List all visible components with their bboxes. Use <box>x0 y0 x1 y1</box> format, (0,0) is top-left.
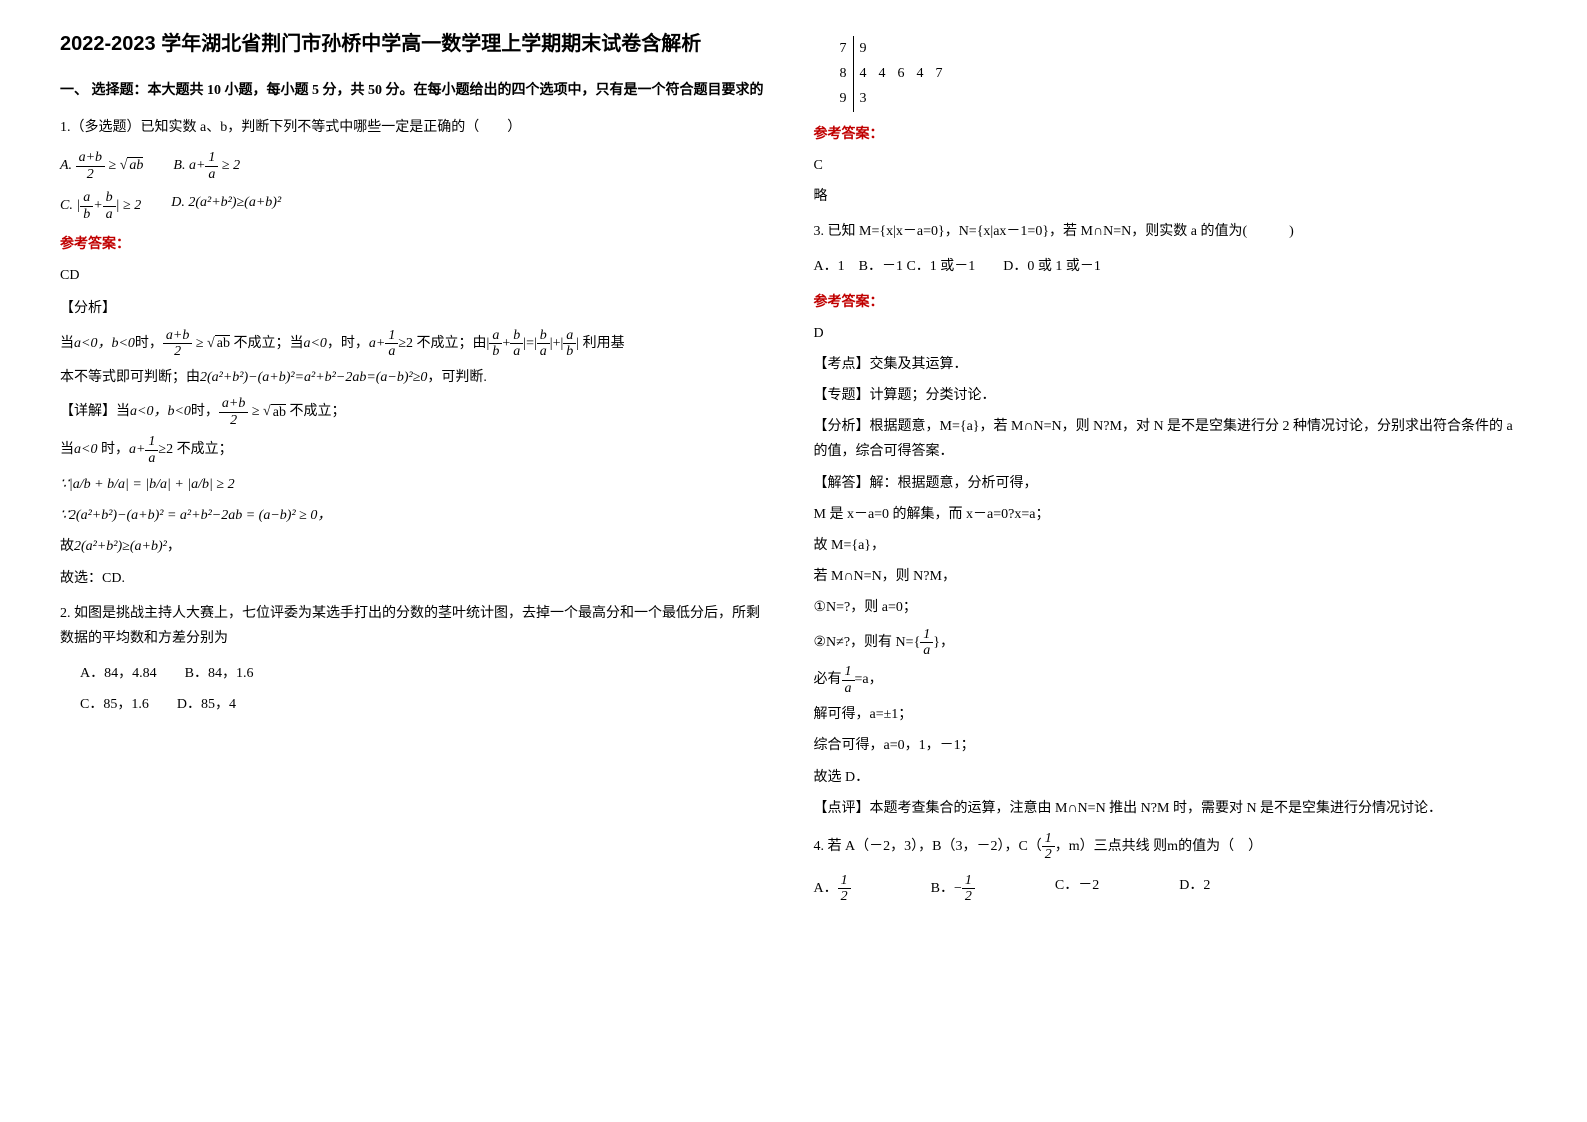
right-column: 79 844647 93 参考答案： C 略 3. 已知 M={x|x－a=0}… <box>794 30 1548 1092</box>
q1-optA: A. a+b2 ≥ √ab <box>60 150 143 182</box>
q3-l2: 【专题】计算题；分类讨论． <box>814 383 1528 408</box>
q1-optD: D. 2(a²+b²)≥(a+b)² <box>171 190 281 222</box>
q1-options-row1: A. a+b2 ≥ √ab B. a+1a ≥ 2 <box>60 150 774 182</box>
q4-stem: 4. 若 A（－2，3），B（3，－2），C（12，m）三点共线 则m的值为（ … <box>814 831 1528 863</box>
q3-answer-label: 参考答案： <box>814 290 1528 315</box>
section-header: 一、 选择题：本大题共 10 小题，每小题 5 分，共 50 分。在每小题给出的… <box>60 78 774 103</box>
q2-opts-row1: A．84，4.84 B．84，1.6 <box>80 661 774 686</box>
q1-options-row2: C. |ab+ba| ≥ 2 D. 2(a²+b²)≥(a+b)² <box>60 190 774 222</box>
q3-l7: 若 M∩N=N，则 N?M， <box>814 564 1528 589</box>
q3-answer: D <box>814 321 1528 346</box>
table-row: 79 <box>834 36 949 61</box>
q1-optC: C. |ab+ba| ≥ 2 <box>60 190 141 222</box>
q3-l10: 必有1a=a， <box>814 664 1528 696</box>
table-row: 93 <box>834 86 949 111</box>
q1-analysis-label: 【分析】 <box>60 296 774 321</box>
q1-stem: 1.（多选题）已知实数 a、b，判断下列不等式中哪些一定是正确的（ ） <box>60 115 774 140</box>
q4-optC: C．－2 <box>1055 873 1099 905</box>
document-title: 2022-2023 学年湖北省荆门市孙桥中学高一数学理上学期期末试卷含解析 <box>60 30 774 58</box>
q3-l9: ②N≠?，则有 N={1a}， <box>814 627 1528 659</box>
q2-opts-row2: C．85，1.6 D．85，4 <box>80 692 774 717</box>
q3-l8: ①N=?，则 a=0； <box>814 595 1528 620</box>
q4-options: A．12 B．−12 C．－2 D．2 <box>814 873 1528 905</box>
q1-conclusion: 故选：CD. <box>60 566 774 591</box>
q1-analysis-2: 本不等式即可判断；由2(a²+b²)−(a+b)²=a²+b²−2ab=(a−b… <box>60 365 774 390</box>
q4-optB: B．−12 <box>931 873 975 905</box>
q3-l6: 故 M={a}， <box>814 533 1528 558</box>
q2-answer: C <box>814 153 1528 178</box>
q2-answer-label: 参考答案： <box>814 122 1528 147</box>
q2-stem: 2. 如图是挑战主持人大赛上，七位评委为某选手打出的分数的茎叶统计图，去掉一个最… <box>60 601 774 651</box>
q2-optA: A．84，4.84 <box>80 666 157 681</box>
q1-optB: B. a+1a ≥ 2 <box>173 150 240 182</box>
q3-l3: 【分析】根据题意，M={a}，若 M∩N=N，则 N?M，对 N 是不是空集进行… <box>814 414 1528 464</box>
q3-l1: 【考点】交集及其运算． <box>814 352 1528 377</box>
q2-optD: D．85，4 <box>177 697 236 712</box>
q4-optA: A．12 <box>814 873 851 905</box>
q3-l5: M 是 x－a=0 的解集，而 x－a=0?x=a； <box>814 502 1528 527</box>
q3-l14: 【点评】本题考查集合的运算，注意由 M∩N=N 推出 N?M 时，需要对 N 是… <box>814 796 1528 821</box>
stem-leaf-plot: 79 844647 93 <box>834 36 949 112</box>
q1-detail-3: ∵|a/b + b/a| = |b/a| + |a/b| ≥ 2 <box>60 472 774 497</box>
q1-answer-label: 参考答案： <box>60 232 774 257</box>
q3-opts: A．1 B．－1 C．1 或－1 D．0 或 1 或－1 <box>814 254 1528 279</box>
q3-l11: 解可得，a=±1； <box>814 702 1528 727</box>
table-row: 844647 <box>834 61 949 86</box>
q2-optC: C．85，1.6 <box>80 697 149 712</box>
q1-answer: CD <box>60 263 774 288</box>
q3-l4: 【解答】解：根据题意，分析可得， <box>814 471 1528 496</box>
q1-detail-2: 当a<0 时，a+1a≥2 不成立； <box>60 434 774 466</box>
q1-analysis-1: 当a<0，b<0时，a+b2 ≥ √ab 不成立；当a<0，时，a+1a≥2 不… <box>60 328 774 360</box>
q3-l13: 故选 D． <box>814 765 1528 790</box>
q3-stem: 3. 已知 M={x|x－a=0}，N={x|ax－1=0}，若 M∩N=N，则… <box>814 219 1528 244</box>
q1-detail-5: 故2(a²+b²)≥(a+b)²， <box>60 534 774 559</box>
q3-l12: 综合可得，a=0，1，－1； <box>814 733 1528 758</box>
q4-optD: D．2 <box>1179 873 1210 905</box>
left-column: 2022-2023 学年湖北省荆门市孙桥中学高一数学理上学期期末试卷含解析 一、… <box>40 30 794 1092</box>
q2-note: 略 <box>814 184 1528 209</box>
q2-optB: B．84，1.6 <box>185 666 254 681</box>
q1-detail-1: 【详解】当a<0，b<0时，a+b2 ≥ √ab 不成立； <box>60 396 774 428</box>
q1-detail-4: ∵2(a²+b²)−(a+b)² = a²+b²−2ab = (a−b)² ≥ … <box>60 503 774 528</box>
